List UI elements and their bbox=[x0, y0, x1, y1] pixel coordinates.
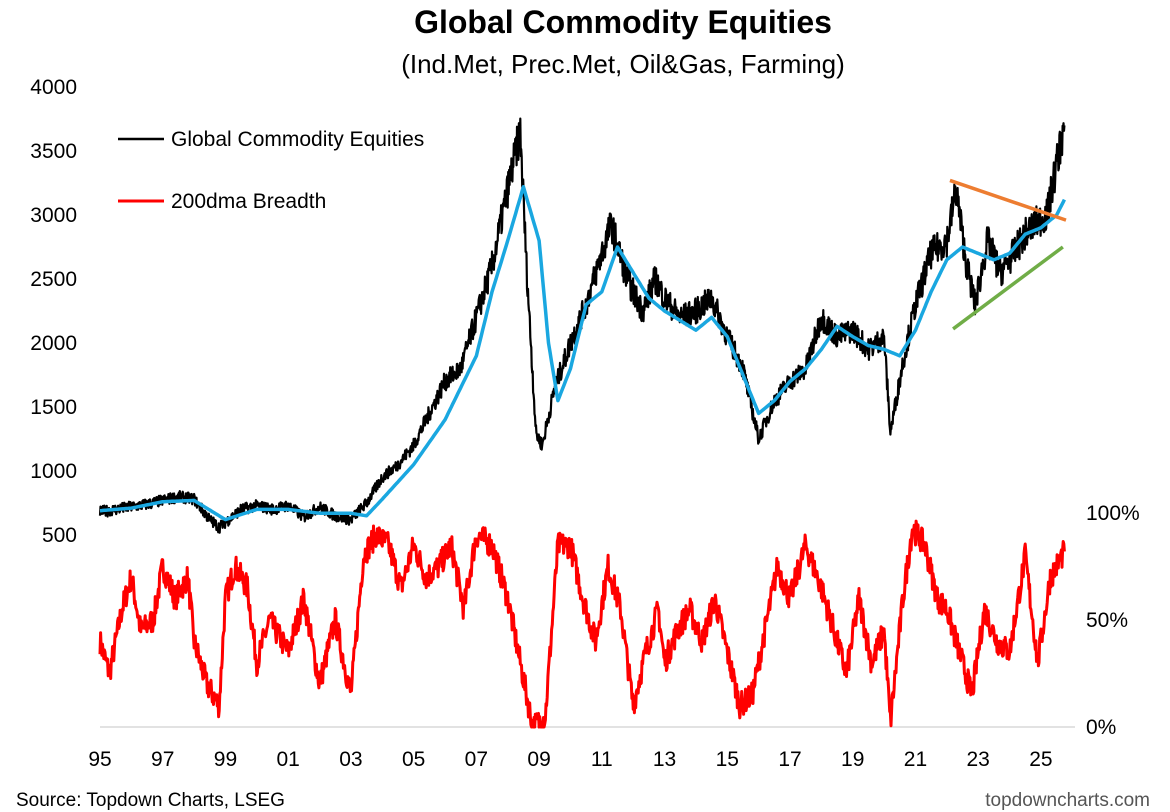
left-tick-label: 1000 bbox=[30, 460, 77, 483]
left-tick-label: 500 bbox=[42, 524, 77, 547]
x-tick-label: 03 bbox=[339, 748, 362, 771]
right-axis-ticks: 0% 50% 100% bbox=[1086, 502, 1140, 739]
right-tick-label: 50% bbox=[1086, 609, 1128, 632]
left-axis-ticks: 500 1000 1500 2000 2500 3000 3500 4000 bbox=[30, 76, 77, 547]
x-tick-label: 13 bbox=[653, 748, 676, 771]
legend: Global Commodity Equities 200dma Breadth bbox=[118, 128, 424, 213]
resistance-trendline bbox=[949, 178, 1067, 222]
moving-average-line bbox=[99, 185, 1066, 522]
legend-label-breadth: 200dma Breadth bbox=[171, 190, 326, 213]
x-tick-label: 09 bbox=[527, 748, 550, 771]
x-tick-label: 23 bbox=[967, 748, 990, 771]
support-trendline bbox=[952, 245, 1064, 331]
x-tick-label: 97 bbox=[151, 748, 174, 771]
breadth-series-line bbox=[98, 519, 1066, 729]
legend-label-index: Global Commodity Equities bbox=[171, 128, 424, 151]
x-tick-label: 21 bbox=[904, 748, 927, 771]
x-tick-label: 95 bbox=[88, 748, 111, 771]
left-tick-label: 4000 bbox=[30, 76, 77, 99]
source-note: Source: Topdown Charts, LSEG bbox=[16, 790, 285, 811]
right-tick-label: 0% bbox=[1086, 716, 1116, 739]
left-tick-label: 2500 bbox=[30, 268, 77, 291]
series-layer bbox=[98, 117, 1067, 729]
right-tick-label: 100% bbox=[1086, 502, 1140, 525]
x-tick-label: 05 bbox=[402, 748, 425, 771]
x-tick-label: 07 bbox=[465, 748, 488, 771]
x-tick-label: 99 bbox=[214, 748, 237, 771]
x-tick-label: 11 bbox=[591, 748, 613, 771]
brand-watermark: topdowncharts.com bbox=[985, 790, 1150, 811]
x-axis-ticks: 95 97 99 01 03 05 07 09 11 13 15 17 19 21 23 25 bbox=[88, 748, 1052, 771]
left-tick-label: 3500 bbox=[30, 140, 77, 163]
x-tick-label: 15 bbox=[716, 748, 739, 771]
left-tick-label: 2000 bbox=[30, 332, 77, 355]
x-tick-label: 01 bbox=[277, 748, 300, 771]
chart-title: Global Commodity Equities bbox=[414, 4, 832, 40]
x-tick-label: 25 bbox=[1029, 748, 1052, 771]
left-tick-label: 3000 bbox=[30, 204, 77, 227]
left-tick-label: 1500 bbox=[30, 396, 77, 419]
x-tick-label: 19 bbox=[841, 748, 864, 771]
x-tick-label: 17 bbox=[778, 748, 801, 771]
chart-subtitle: (Ind.Met, Prec.Met, Oil&Gas, Farming) bbox=[401, 49, 845, 79]
